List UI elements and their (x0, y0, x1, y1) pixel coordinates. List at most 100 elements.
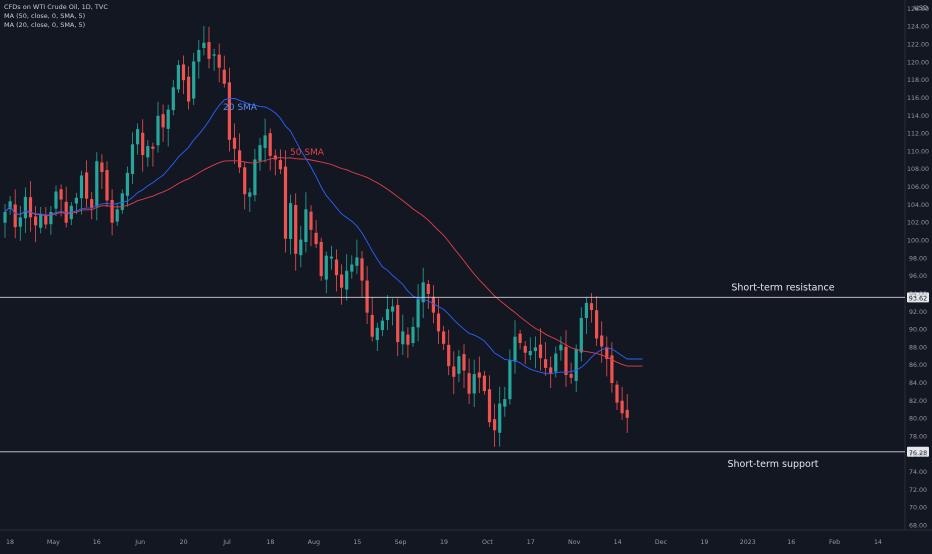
x-tick-label: 19 (440, 539, 448, 546)
candle-body (309, 211, 313, 230)
candle-body (268, 133, 272, 156)
candle-body (161, 114, 165, 128)
y-tick-label: 102.00 (907, 220, 929, 227)
candle-body (59, 189, 63, 200)
candle-body (156, 115, 160, 146)
candle-body (416, 299, 420, 328)
candle-body (222, 69, 226, 84)
candle-body (421, 282, 425, 303)
candle-body (340, 274, 344, 288)
y-tick-label: 96.00 (909, 273, 927, 280)
candle-body (299, 239, 303, 256)
candle-body (283, 166, 288, 239)
candle-body (411, 326, 415, 344)
candle-body (171, 87, 175, 111)
candle-body (248, 192, 252, 197)
y-tick-label: 88.00 (909, 344, 927, 351)
y-tick-label: 92.00 (909, 309, 927, 316)
y-tick-label: 126.00 (907, 6, 929, 13)
x-tick-label: 19 (700, 539, 708, 546)
candle-body (13, 204, 17, 228)
candle-body (181, 64, 186, 81)
candle-body (350, 264, 354, 272)
candle-body (595, 310, 599, 339)
level-price-label: 76.28 (909, 449, 928, 457)
candle-body (559, 344, 563, 351)
candle-body (442, 331, 446, 344)
candle-body (426, 283, 430, 294)
candle-body (8, 201, 12, 209)
moving-averages-layer: 20 SMA 50 SMA (4, 97, 643, 375)
y-tick-label: 80.00 (909, 416, 927, 423)
y-tick-label: 72.00 (909, 487, 927, 494)
candle-body (187, 76, 191, 102)
candle-body (482, 375, 486, 392)
candle-body (620, 400, 624, 414)
x-tick-label: Sep (395, 539, 407, 546)
candle-body (528, 350, 532, 356)
x-tick-label: May (47, 539, 60, 546)
y-tick-label: 82.00 (909, 398, 927, 405)
candle-body (192, 61, 196, 99)
candle-body (212, 54, 216, 56)
candle-body (197, 49, 201, 62)
candle-body (243, 167, 247, 195)
candle-body (554, 353, 558, 372)
candle-body (85, 172, 89, 199)
candle-body (95, 161, 99, 207)
candle-body (513, 336, 517, 362)
y-tick-label: 104.00 (907, 202, 929, 209)
y-tick-label: 108.00 (907, 166, 929, 173)
candle-body (360, 258, 364, 281)
candle-body (605, 347, 609, 359)
candle-body (202, 42, 206, 48)
candle-body (487, 389, 492, 423)
candle-body (538, 344, 543, 359)
sma50-line (4, 157, 643, 367)
candle-body (406, 334, 410, 345)
candle-body (457, 356, 461, 374)
candle-body (375, 327, 379, 341)
candle-body (579, 318, 583, 353)
candle-body (370, 314, 374, 337)
candle-body (615, 384, 619, 403)
levels-layer: Short-term resistance 93.62 Short-term sup… (0, 282, 929, 470)
candle-body (74, 197, 78, 204)
candle-body (431, 296, 435, 313)
level-price-badge (907, 446, 929, 457)
x-tick-label: Jun (134, 539, 145, 546)
legend-ma20[interactable]: MA (20, close, 0, SMA, 5) (4, 21, 86, 29)
candle-body (314, 232, 318, 245)
y-tick-label: 116.00 (907, 95, 929, 102)
candle-body (355, 257, 359, 266)
y-tick-label: 78.00 (909, 433, 927, 440)
x-tick-label: 14 (874, 539, 882, 546)
candle-body (238, 150, 242, 168)
legend-ma50[interactable]: MA (50, close, 0, SMA, 5) (4, 12, 86, 20)
candle-body (569, 374, 573, 378)
candle-body (141, 132, 145, 155)
legend-symbol[interactable]: CFDs on WTI Crude Oil, 1D, TVC (4, 3, 108, 11)
candle-body (146, 146, 150, 158)
x-tick-label: 2023 (740, 539, 756, 546)
candle-body (34, 216, 38, 226)
sma50-label: 50 SMA (290, 148, 325, 158)
candle-body (472, 374, 476, 394)
candle-body (207, 42, 211, 59)
level-price-label: 93.62 (909, 294, 928, 302)
candle-body (401, 331, 405, 345)
candle-body (544, 359, 548, 368)
candle-body (324, 255, 328, 280)
candle-body (523, 345, 527, 353)
y-tick-label: 90.00 (909, 327, 927, 334)
price-axis[interactable]: 68.00 70.00 72.00 74.00 76.00 78.00 80.00 82.00… (907, 6, 929, 530)
x-tick-label: 20 (180, 539, 188, 546)
time-axis[interactable]: 18 May 16 Jun 20 Jul 18 Aug 15 Sep 19 Oct 17 Nov 14 Dec… (6, 539, 882, 546)
candle-body (452, 366, 456, 377)
x-tick-label: 15 (353, 539, 361, 546)
candle-body (498, 403, 502, 433)
candle-body (3, 212, 7, 223)
x-tick-label: 18 (6, 539, 14, 546)
